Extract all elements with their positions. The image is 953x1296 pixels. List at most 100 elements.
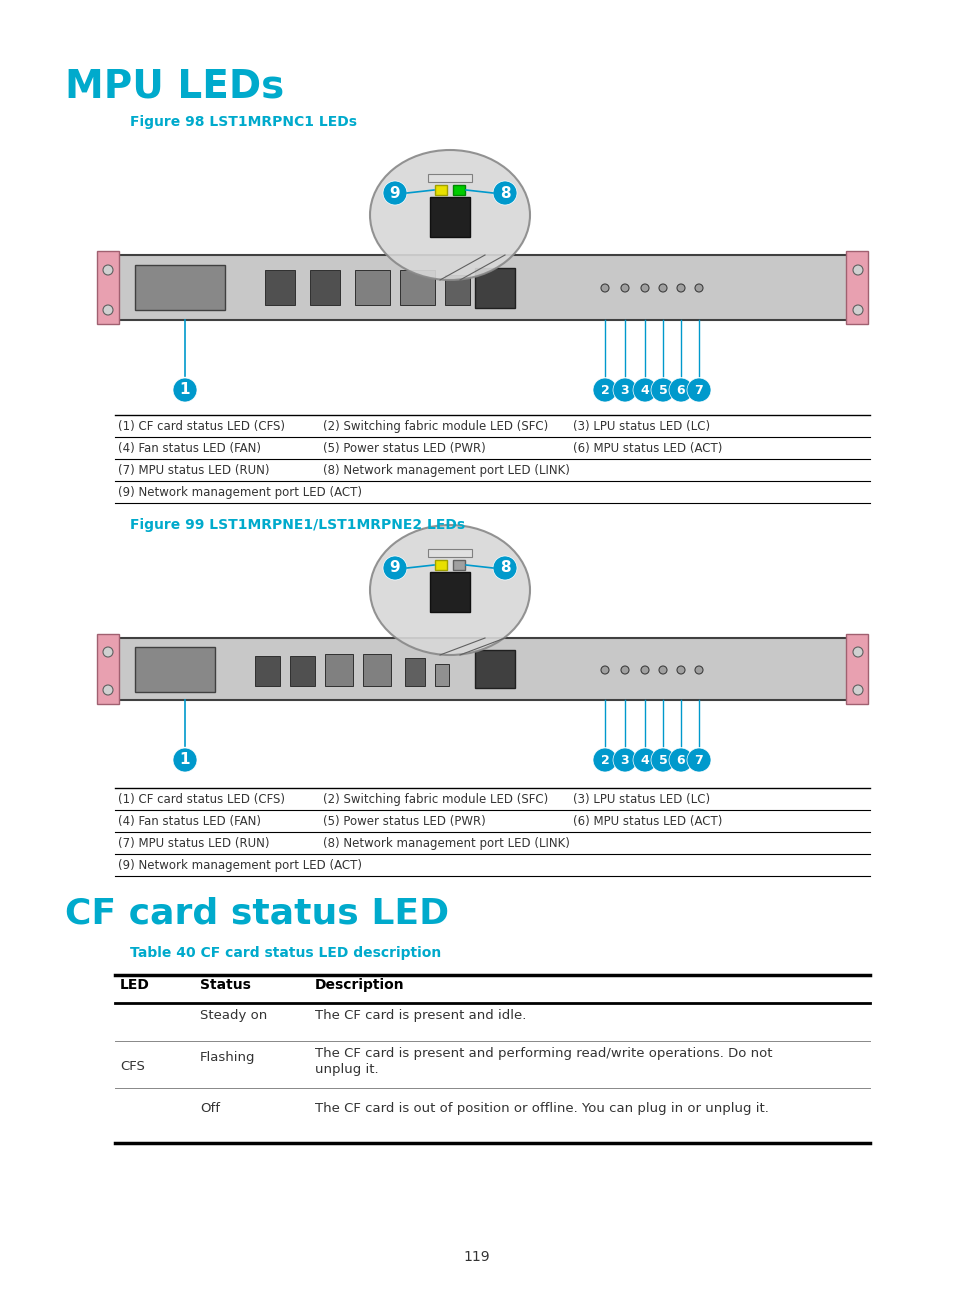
Text: Description: Description	[314, 978, 404, 991]
Text: Figure 98 LST1MRPNC1 LEDs: Figure 98 LST1MRPNC1 LEDs	[130, 115, 356, 130]
Text: (4) Fan status LED (FAN): (4) Fan status LED (FAN)	[118, 442, 261, 455]
Circle shape	[695, 284, 702, 292]
Text: (4) Fan status LED (FAN): (4) Fan status LED (FAN)	[118, 815, 261, 828]
Text: (7) MPU status LED (RUN): (7) MPU status LED (RUN)	[118, 464, 269, 477]
Bar	[428, 550, 472, 557]
Text: (2) Switching fabric module LED (SFC): (2) Switching fabric module LED (SFC)	[323, 793, 548, 806]
Circle shape	[677, 284, 684, 292]
Text: 5: 5	[658, 753, 667, 766]
Circle shape	[613, 748, 637, 772]
Text: 9: 9	[389, 560, 400, 575]
Text: Flashing: Flashing	[200, 1051, 255, 1064]
Text: (6) MPU status LED (ACT): (6) MPU status LED (ACT)	[573, 815, 721, 828]
Circle shape	[103, 647, 112, 657]
Ellipse shape	[370, 525, 530, 654]
Circle shape	[640, 284, 648, 292]
Bar	[325, 654, 353, 686]
Bar	[475, 651, 515, 688]
Circle shape	[852, 264, 862, 275]
Ellipse shape	[370, 150, 530, 280]
Text: Figure 99 LST1MRPNE1/LST1MRPNE2 LEDs: Figure 99 LST1MRPNE1/LST1MRPNE2 LEDs	[130, 518, 465, 531]
Text: The CF card is present and idle.: The CF card is present and idle.	[314, 1008, 526, 1021]
Text: 3: 3	[620, 384, 629, 397]
Text: 9: 9	[389, 185, 400, 201]
Circle shape	[633, 378, 657, 402]
Circle shape	[600, 284, 608, 292]
Circle shape	[668, 748, 692, 772]
Text: Status: Status	[200, 978, 251, 991]
Text: 119: 119	[463, 1251, 490, 1264]
Text: 1: 1	[179, 753, 190, 767]
Text: 3: 3	[620, 753, 629, 766]
Circle shape	[620, 284, 628, 292]
Text: (5) Power status LED (PWR): (5) Power status LED (PWR)	[323, 815, 485, 828]
Circle shape	[103, 305, 112, 315]
Text: (6) MPU status LED (ACT): (6) MPU status LED (ACT)	[573, 442, 721, 455]
Text: (1) CF card status LED (CFS): (1) CF card status LED (CFS)	[118, 793, 285, 806]
Circle shape	[686, 378, 710, 402]
Text: 5: 5	[658, 384, 667, 397]
Bar	[444, 275, 470, 305]
Text: Steady on: Steady on	[200, 1008, 267, 1021]
Text: unplug it.: unplug it.	[314, 1063, 378, 1076]
Bar	[475, 280, 490, 305]
Text: Off: Off	[200, 1102, 220, 1115]
Text: The CF card is present and performing read/write operations. Do not: The CF card is present and performing re…	[314, 1047, 772, 1060]
Circle shape	[852, 686, 862, 695]
Bar	[435, 664, 449, 686]
Text: (8) Network management port LED (LINK): (8) Network management port LED (LINK)	[323, 464, 569, 477]
Bar	[355, 270, 390, 305]
Text: 8: 8	[499, 560, 510, 575]
Text: 1: 1	[179, 382, 190, 398]
Text: MPU LEDs: MPU LEDs	[65, 67, 284, 106]
Circle shape	[640, 666, 648, 674]
Circle shape	[172, 748, 196, 772]
Text: 6: 6	[676, 753, 684, 766]
Bar	[453, 560, 464, 570]
Circle shape	[613, 378, 637, 402]
Text: (5) Power status LED (PWR): (5) Power status LED (PWR)	[323, 442, 485, 455]
Bar	[453, 185, 464, 194]
Text: (3) LPU status LED (LC): (3) LPU status LED (LC)	[573, 420, 709, 433]
Bar	[845, 634, 867, 704]
Text: (9) Network management port LED (ACT): (9) Network management port LED (ACT)	[118, 859, 361, 872]
Circle shape	[620, 666, 628, 674]
Bar	[475, 268, 515, 308]
Circle shape	[633, 748, 657, 772]
Text: 7: 7	[694, 384, 702, 397]
Bar	[405, 658, 424, 686]
Text: Table 40 CF card status LED description: Table 40 CF card status LED description	[130, 946, 441, 960]
Bar	[435, 560, 447, 570]
Bar	[310, 270, 339, 305]
Circle shape	[852, 647, 862, 657]
Circle shape	[593, 748, 617, 772]
Circle shape	[650, 748, 675, 772]
Text: (8) Network management port LED (LINK): (8) Network management port LED (LINK)	[323, 837, 569, 850]
Bar	[135, 647, 214, 692]
Text: LED: LED	[120, 978, 150, 991]
Text: 8: 8	[499, 185, 510, 201]
Text: (1) CF card status LED (CFS): (1) CF card status LED (CFS)	[118, 420, 285, 433]
Text: (7) MPU status LED (RUN): (7) MPU status LED (RUN)	[118, 837, 269, 850]
Circle shape	[677, 666, 684, 674]
Text: The CF card is out of position or offline. You can plug in or unplug it.: The CF card is out of position or offlin…	[314, 1102, 768, 1115]
Bar	[363, 654, 391, 686]
Text: CF card status LED: CF card status LED	[65, 896, 449, 931]
Bar	[115, 255, 849, 320]
Text: (3) LPU status LED (LC): (3) LPU status LED (LC)	[573, 793, 709, 806]
Circle shape	[493, 181, 517, 205]
Circle shape	[493, 556, 517, 581]
Text: 2: 2	[600, 753, 609, 766]
Bar	[265, 270, 294, 305]
Bar	[428, 174, 472, 181]
Bar	[399, 270, 435, 305]
Text: 2: 2	[600, 384, 609, 397]
Bar	[290, 656, 314, 686]
Circle shape	[103, 264, 112, 275]
Text: 7: 7	[694, 753, 702, 766]
Text: (9) Network management port LED (ACT): (9) Network management port LED (ACT)	[118, 486, 361, 499]
Bar	[254, 656, 280, 686]
Bar	[435, 185, 447, 194]
Bar	[430, 572, 470, 612]
Circle shape	[382, 181, 407, 205]
